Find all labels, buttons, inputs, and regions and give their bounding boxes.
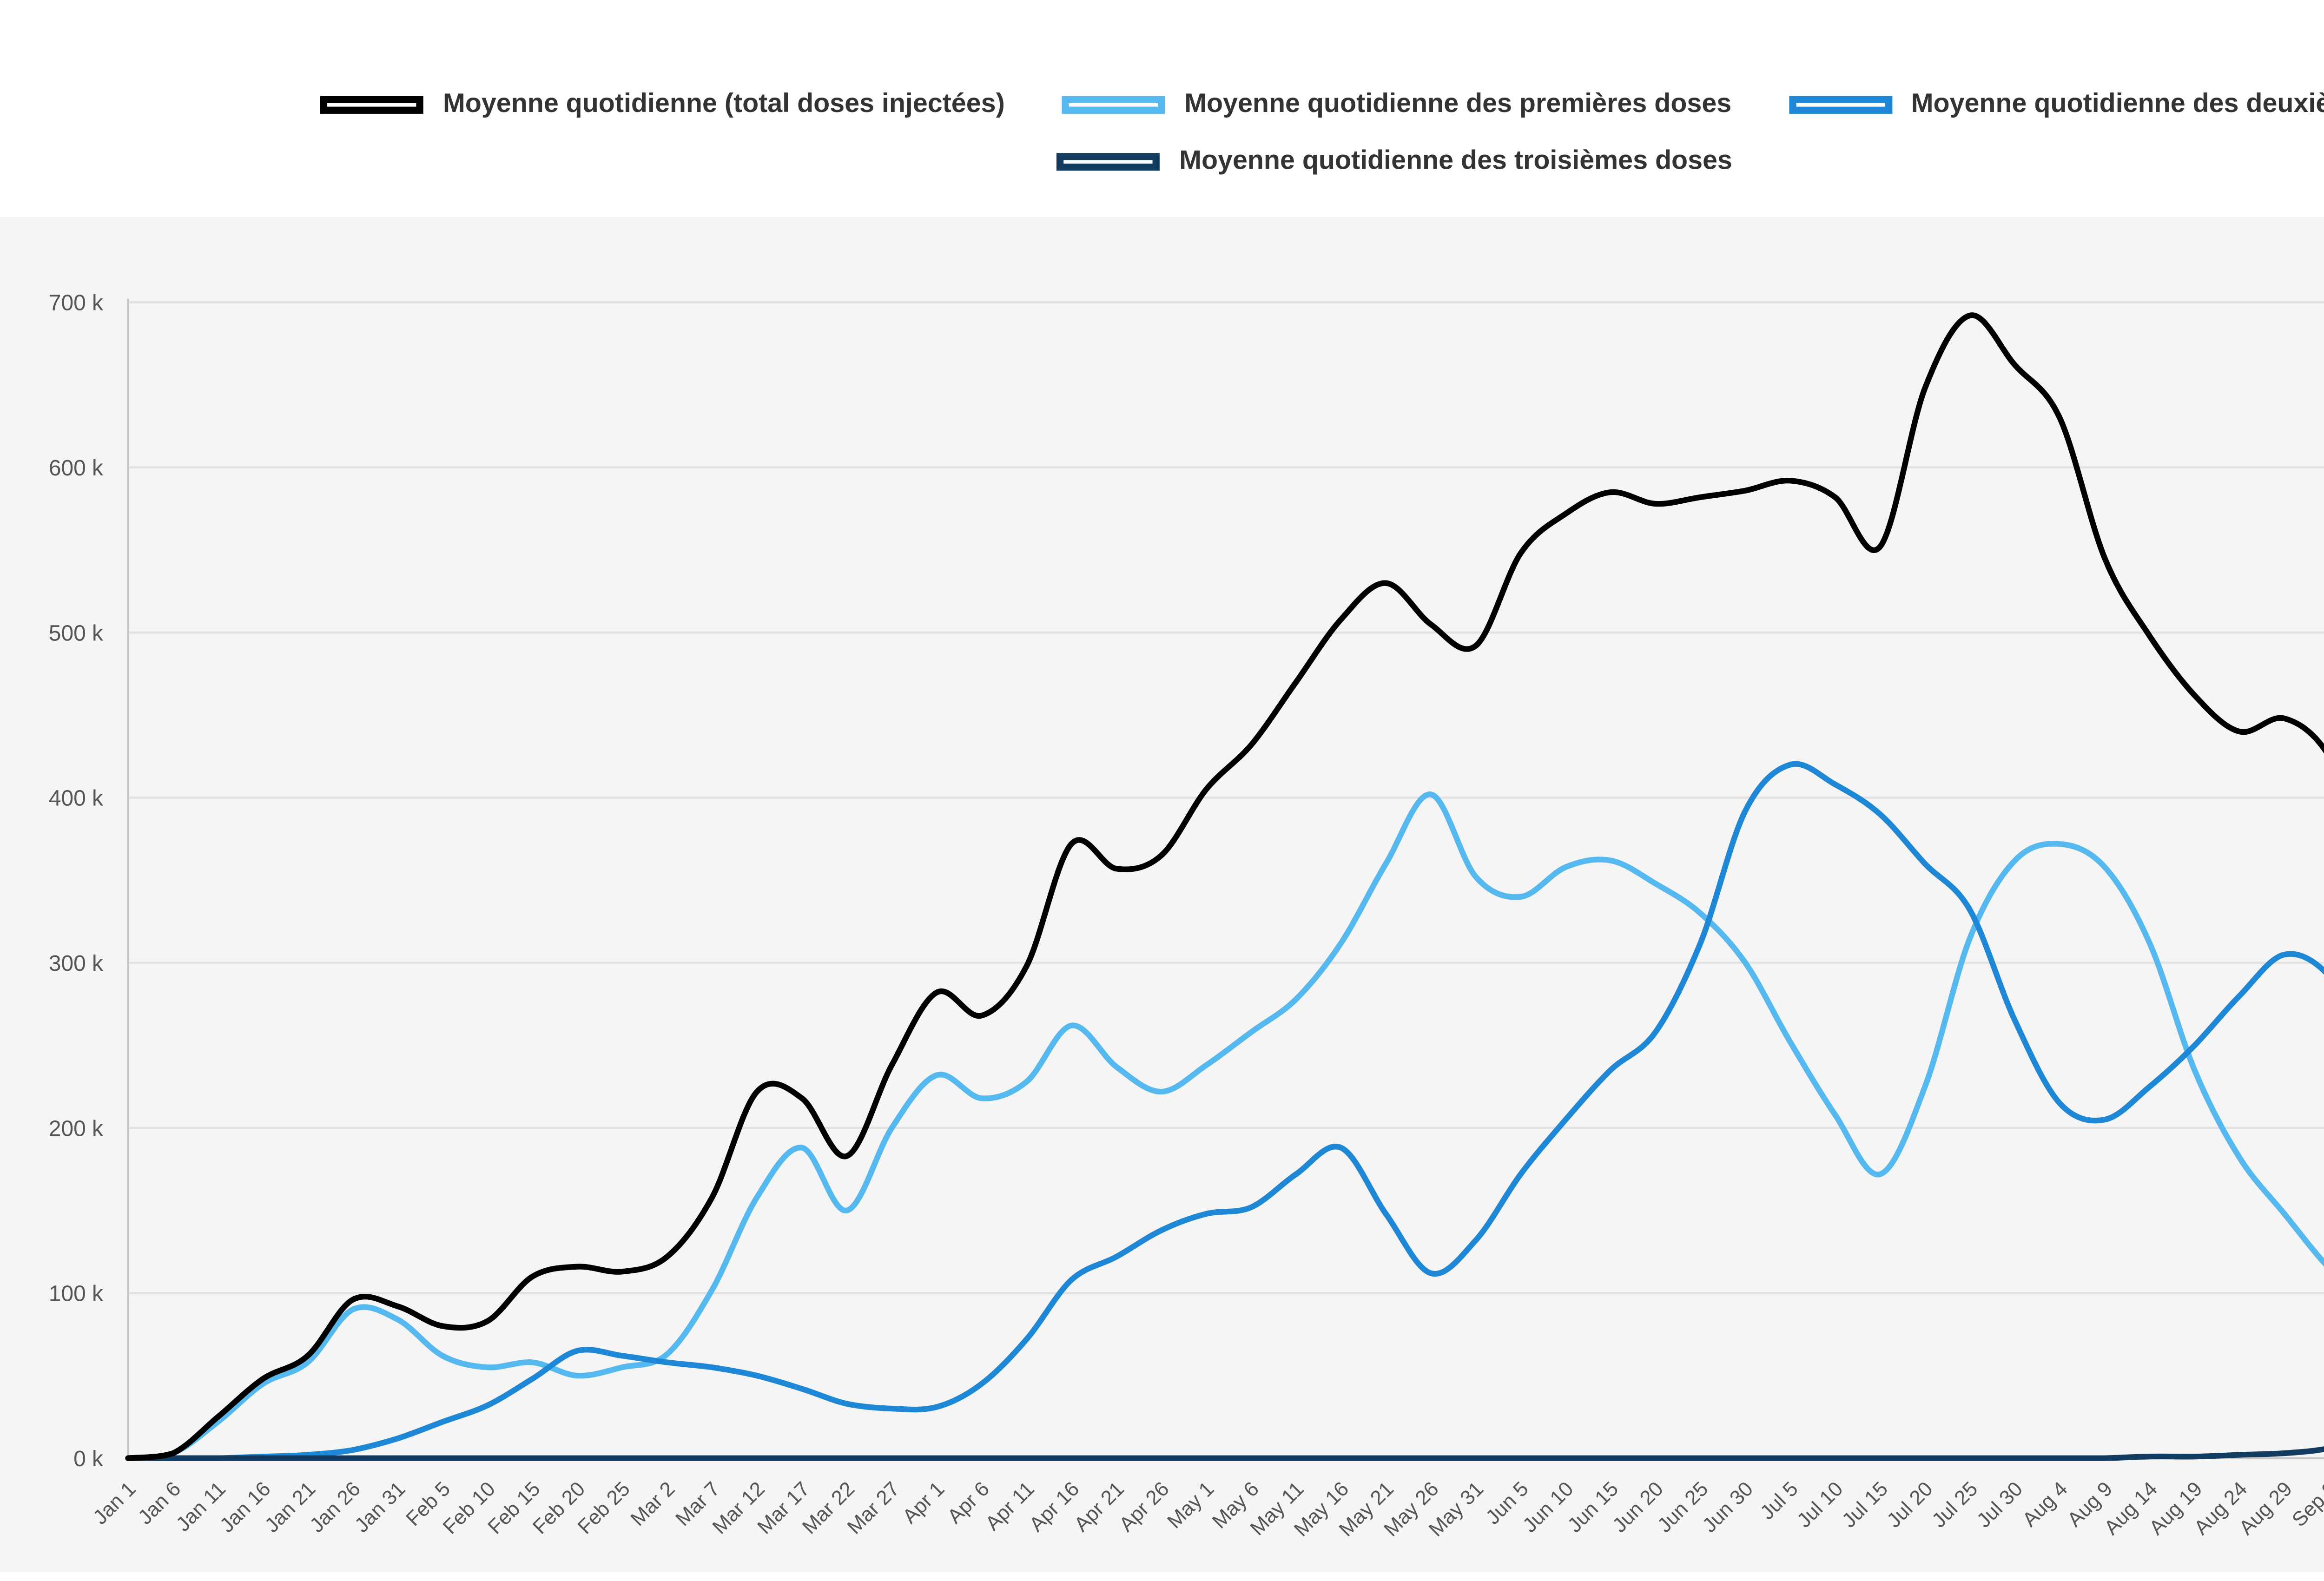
legend-item-troisiemes[interactable]: Moyenne quotidienne des troisièmes doses — [1056, 146, 1732, 176]
legend-label-deuxiemes: Moyenne quotidienne des deuxièmes doses — [1911, 89, 2324, 119]
legend-label-troisiemes: Moyenne quotidienne des troisièmes doses — [1179, 145, 1732, 176]
series-line-total — [125, 312, 2324, 1461]
series-line-troisiemes — [125, 1446, 2324, 1461]
series-line-premieres — [125, 791, 2324, 1461]
y-axis-label: 600 k — [49, 456, 103, 481]
legend-row: Moyenne quotidienne des troisièmes doses — [1056, 146, 1732, 176]
legend-item-premieres[interactable]: Moyenne quotidienne des premières doses — [1062, 89, 1731, 119]
y-axis-label: 700 k — [49, 291, 103, 316]
y-axis-label: 200 k — [49, 1116, 103, 1141]
legend-label-premieres: Moyenne quotidienne des premières doses — [1184, 89, 1732, 119]
plot-background — [0, 217, 2324, 1572]
legend-marker-total-icon — [320, 95, 423, 113]
legend-item-total[interactable]: Moyenne quotidienne (total doses injecté… — [320, 89, 1005, 119]
legend-marker-deuxiemes-icon — [1788, 95, 1892, 113]
legend-row: Moyenne quotidienne (total doses injecté… — [320, 89, 2324, 119]
chart-plot-area: 0 k 100 k 200 k 300 k 400 k 500 k 600 k 700 k Ja… — [0, 217, 2324, 1572]
legend-marker-troisiemes-icon — [1056, 152, 1160, 170]
y-axis-label: 400 k — [49, 786, 103, 811]
y-axis-label: 100 k — [49, 1282, 103, 1306]
y-axis-label: 500 k — [49, 621, 103, 646]
y-axis-label: 300 k — [49, 951, 103, 976]
legend-marker-premieres-icon — [1062, 95, 1165, 113]
series-line-deuxiemes — [125, 761, 2324, 1461]
legend-item-deuxiemes[interactable]: Moyenne quotidienne des deuxièmes doses — [1788, 89, 2324, 119]
legend-label-total: Moyenne quotidienne (total doses injecté… — [442, 89, 1005, 119]
chart-legend: Moyenne quotidienne (total doses injecté… — [0, 0, 2324, 217]
y-axis-label: 0 k — [73, 1447, 103, 1471]
